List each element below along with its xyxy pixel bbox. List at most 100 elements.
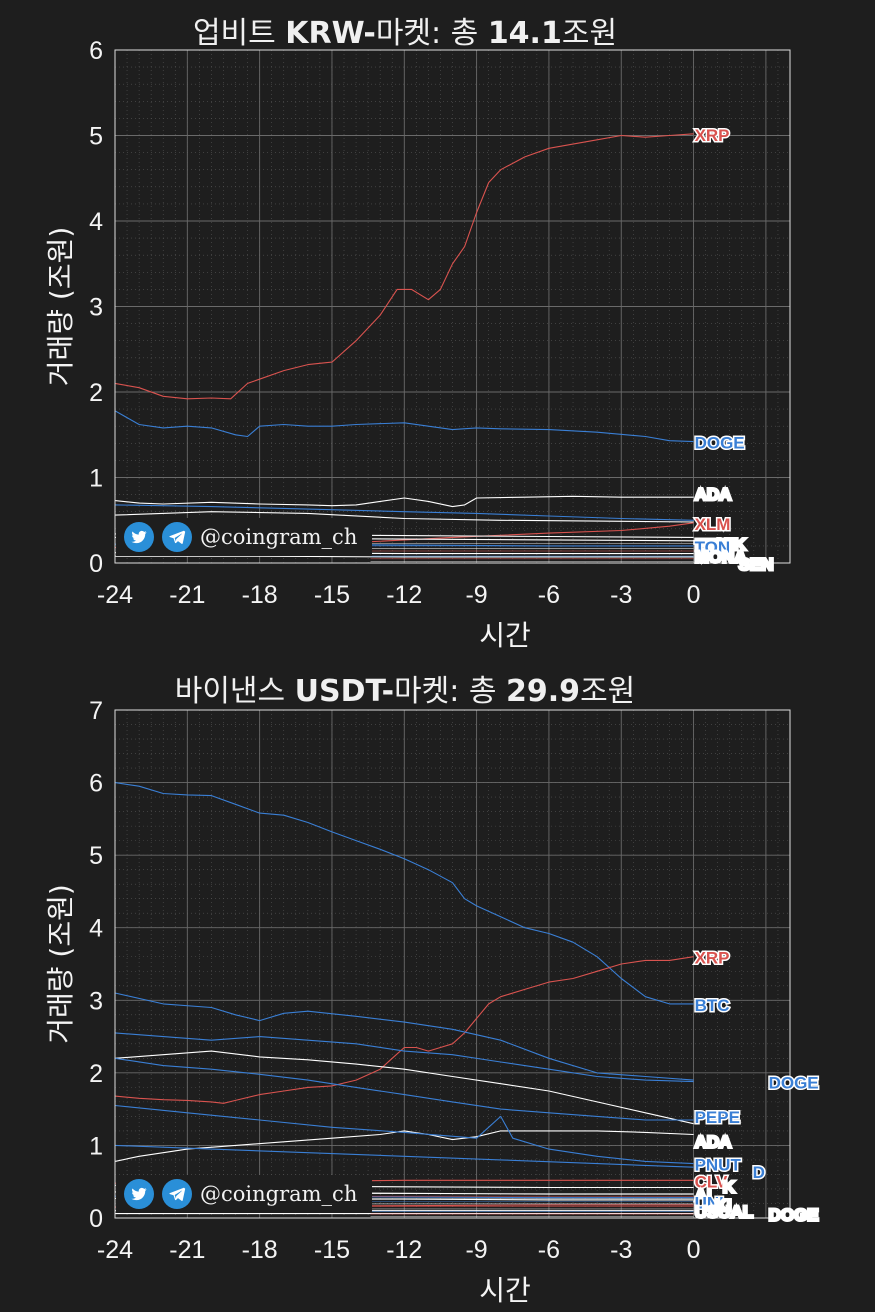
- end-label-doge: DOGE: [769, 1206, 819, 1225]
- title-mid: 마켓: 총: [394, 674, 507, 709]
- end-label-btc: BTC: [695, 996, 730, 1015]
- end-label-etc: ETC: [695, 535, 729, 554]
- title-prefix: 바이낸스: [174, 674, 295, 709]
- end-label-k: K: [723, 1178, 736, 1197]
- end-label-hik: HIK: [717, 535, 747, 554]
- end-label-pepe: PEPE: [695, 1108, 740, 1127]
- low-volume-series-cluster: [370, 542, 694, 562]
- credit-text[interactable]: @coingram_ch: [200, 525, 358, 549]
- end-label-doge: DOGE: [695, 434, 745, 453]
- x-tick-label: -15: [314, 581, 350, 609]
- y-axis-title: 거래량 (조원): [44, 227, 77, 387]
- series-line-d: [114, 1144, 694, 1168]
- end-label-ton: TON: [695, 538, 731, 557]
- y-tick-label: 1: [89, 1132, 103, 1160]
- twitter-icon[interactable]: [124, 522, 154, 552]
- title-bold-total: 14.1: [487, 16, 562, 51]
- x-tick-label: -3: [610, 581, 632, 609]
- y-axis-title: 거래량 (조원): [44, 884, 77, 1044]
- series-line-ada: [114, 495, 694, 508]
- x-tick-label: -6: [538, 581, 560, 609]
- series-line-xrp: [114, 133, 694, 400]
- chart-title: 업비트 KRW-마켓: 총 14.1조원: [0, 8, 810, 52]
- x-tick-label: -9: [465, 581, 487, 609]
- tick-labels: -24 -21 -18 -15 -12 -9 -6 -3 0 0 1 2 3 4 5 6: [89, 37, 700, 609]
- x-tick-label: -6: [538, 1236, 560, 1264]
- end-label-d: D: [753, 1163, 765, 1182]
- chart-svg: -24 -21 -18 -15 -12 -9 -6 -3 0 0 1 2 3 4 5 6 7 시간 거래량 (조원)…: [44, 697, 820, 1307]
- chart-title: 바이낸스 USDT-마켓: 총 29.9조원: [0, 666, 810, 710]
- y-tick-label: 0: [89, 1205, 103, 1233]
- credit-badge: @coingram_ch: [116, 1175, 372, 1213]
- end-label-xlm: XLM: [695, 515, 731, 534]
- y-tick-label: 4: [89, 208, 103, 236]
- y-tick-label: 2: [89, 379, 103, 407]
- x-tick-label: -9: [465, 1236, 487, 1264]
- chart-upbit: 업비트 KRW-마켓: 총 14.1조원 -24 -21 -18 -15 -12 -9 -6…: [0, 8, 810, 652]
- title-bold-market: USDT-: [294, 674, 395, 709]
- plot-frame: [114, 49, 791, 564]
- credit-text[interactable]: @coingram_ch: [200, 1182, 358, 1206]
- y-tick-label: 4: [89, 915, 103, 943]
- y-tick-label: 6: [89, 770, 103, 798]
- x-tick-label: -24: [97, 581, 133, 609]
- series-line-unlabeled-2: [114, 992, 694, 1081]
- end-label-xrp: XRP: [695, 126, 730, 145]
- x-tick-label: 0: [687, 581, 701, 609]
- twitter-icon[interactable]: [124, 1179, 154, 1209]
- telegram-icon[interactable]: [162, 1179, 192, 1209]
- series-line-sen: [115, 555, 694, 558]
- end-label-ki: KI: [715, 1196, 732, 1215]
- x-tick-label: -18: [242, 1236, 278, 1264]
- title-bold-market: KRW-: [285, 16, 376, 51]
- low-volume-series-cluster: [370, 1193, 694, 1217]
- series-line-ada: [114, 1130, 694, 1162]
- series-line-btc: [114, 782, 694, 1005]
- x-tick-label: -15: [314, 1236, 350, 1264]
- y-tick-label: 1: [89, 465, 103, 493]
- y-tick-label: 2: [89, 1060, 103, 1088]
- end-label-ada: ADA: [695, 1133, 732, 1152]
- series-line-unlabeled-4: [114, 1050, 694, 1125]
- x-tick-label: -12: [386, 581, 422, 609]
- x-tick-label: 0: [687, 1236, 701, 1264]
- x-axis-title: 시간: [479, 619, 531, 652]
- y-tick-label: 3: [89, 294, 103, 322]
- title-bold-total: 29.9: [506, 674, 581, 709]
- end-label-mona: MONA: [695, 548, 747, 567]
- series-line-pepe: [114, 1057, 694, 1121]
- y-tick-label: 7: [89, 697, 103, 725]
- end-label-xrp: XRP: [695, 949, 730, 968]
- x-tick-label: -21: [169, 1236, 205, 1264]
- title-suffix: 조원: [580, 674, 636, 709]
- y-tick-label: 0: [89, 550, 103, 578]
- x-tick-label: -18: [242, 581, 278, 609]
- series-line-unlabeled-3: [114, 504, 694, 521]
- series-line-doge: [114, 410, 694, 443]
- end-label-ada: ADA: [695, 485, 732, 504]
- chart-svg: -24 -21 -18 -15 -12 -9 -6 -3 0 0 1 2 3 4 5 6 시간 거래량 (조원) X…: [44, 37, 791, 652]
- series-line-xrp: [114, 956, 694, 1104]
- x-tick-label: -3: [610, 1236, 632, 1264]
- x-tick-label: -12: [386, 1236, 422, 1264]
- telegram-icon[interactable]: [162, 522, 192, 552]
- x-tick-label: -24: [97, 1236, 133, 1264]
- chart-binance: 바이낸스 USDT-마켓: 총 29.9조원 -24 -21 -18 -15 -12 -9…: [0, 656, 875, 1312]
- x-tick-label: -21: [169, 581, 205, 609]
- series-line-pnut: [114, 1104, 694, 1165]
- series-line-doge: [114, 1032, 694, 1083]
- title-mid: 마켓: 총: [375, 16, 488, 51]
- credit-badge: @coingram_ch: [116, 518, 372, 556]
- title-prefix: 업비트: [192, 16, 286, 51]
- end-label-ai: AI: [695, 1186, 712, 1205]
- end-label-doge: DOGE: [769, 1074, 819, 1093]
- x-axis-title: 시간: [479, 1274, 531, 1307]
- y-tick-label: 5: [89, 842, 103, 870]
- plot-frame: [114, 709, 791, 1219]
- tick-labels: -24 -21 -18 -15 -12 -9 -6 -3 0 0 1 2 3 4 5 6 7: [89, 697, 700, 1264]
- series-line-unlabeled-4: [114, 511, 694, 523]
- y-tick-label: 3: [89, 987, 103, 1015]
- end-label-sen: SEN: [739, 555, 774, 574]
